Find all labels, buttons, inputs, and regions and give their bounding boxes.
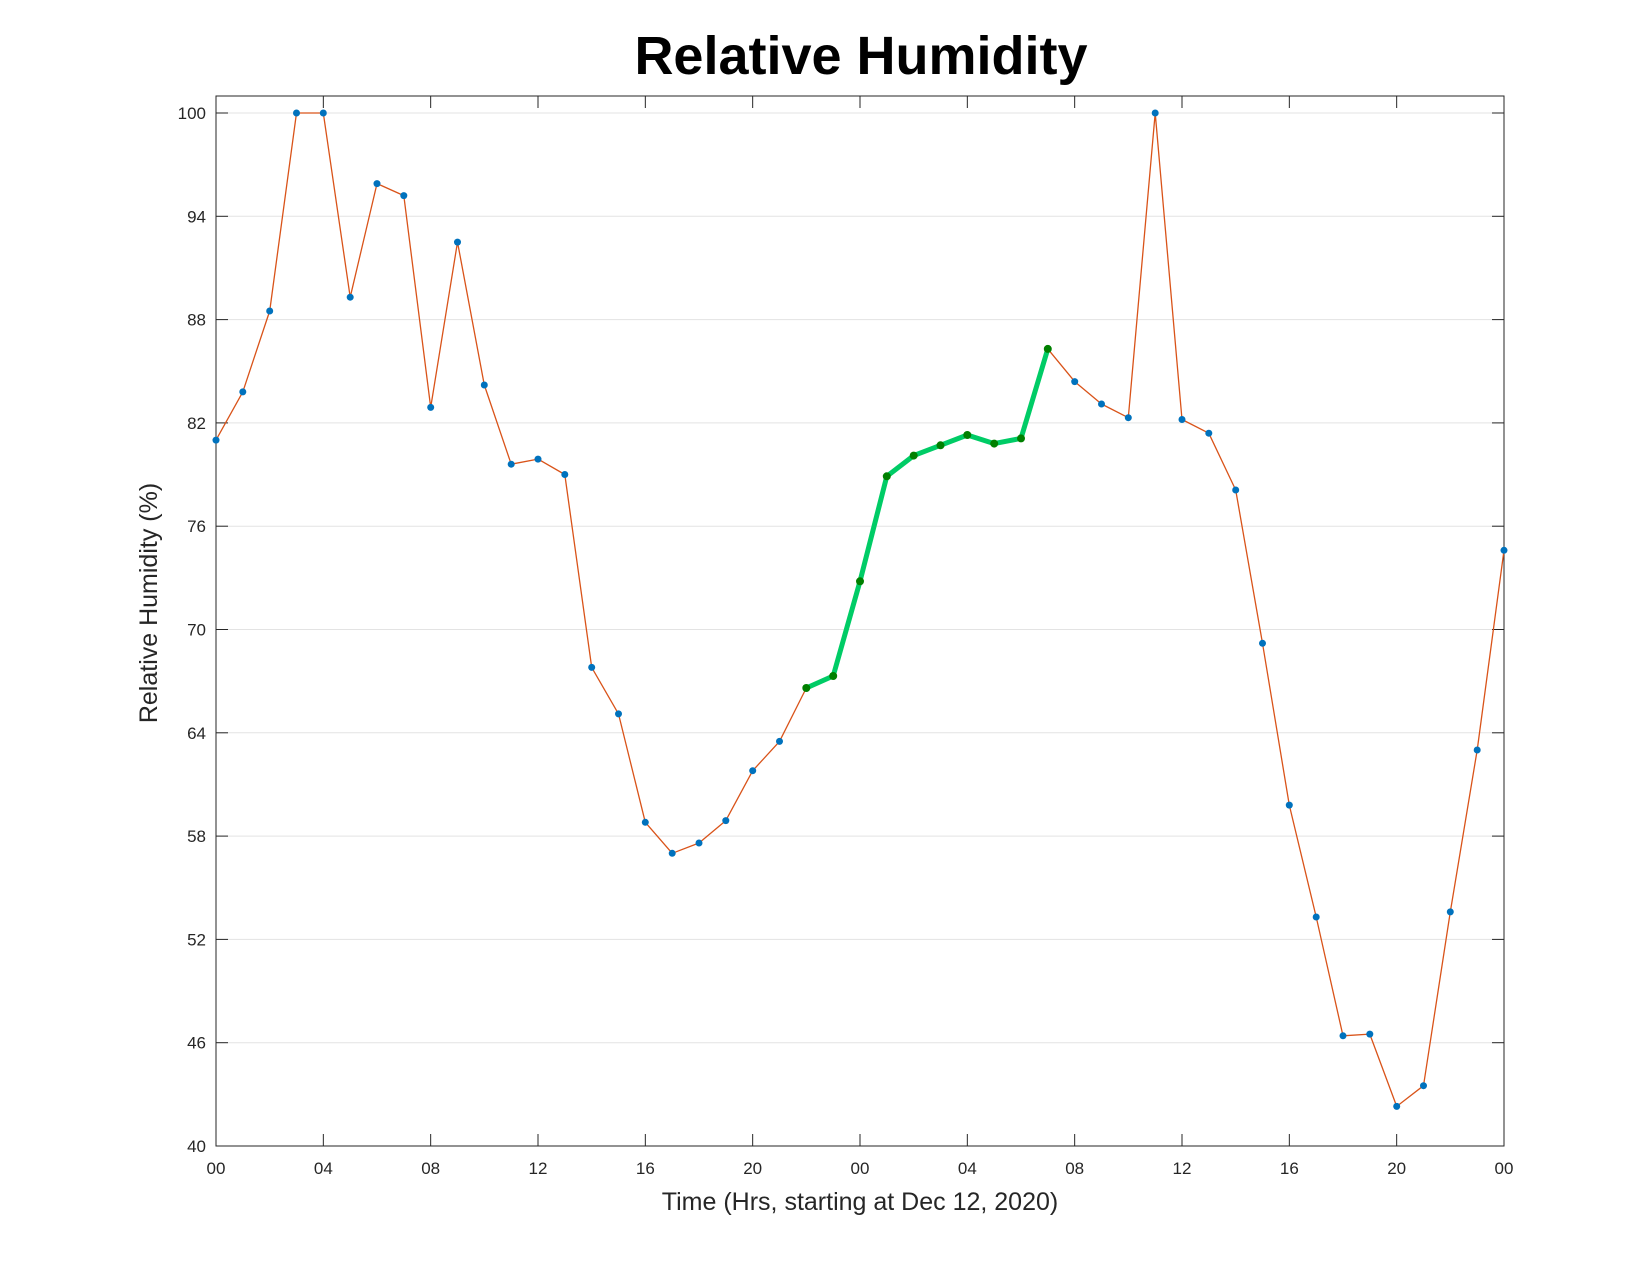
y-tick-label: 88 bbox=[187, 311, 206, 330]
data-point bbox=[776, 737, 783, 745]
x-tick-label: 20 bbox=[743, 1159, 762, 1178]
data-point bbox=[507, 460, 515, 468]
data-point bbox=[1178, 416, 1186, 423]
x-axis-label: Time (Hrs, starting at Dec 12, 2020) bbox=[662, 1188, 1058, 1216]
x-tick-label: 08 bbox=[1065, 1159, 1084, 1178]
data-point bbox=[1312, 913, 1320, 921]
y-axis-label: Relative Humidity (%) bbox=[135, 483, 163, 723]
y-tick-label: 94 bbox=[187, 207, 206, 226]
y-tick-label: 100 bbox=[178, 104, 206, 123]
highlight-data-point bbox=[936, 441, 945, 450]
highlight-data-point bbox=[829, 672, 838, 680]
axis-ticks: 40 46 52 58 64 70 76 82 88 94 100 00 04 08 12 16 20 00 04 0… bbox=[178, 96, 1514, 1178]
data-point bbox=[400, 192, 408, 200]
data-point bbox=[534, 455, 542, 463]
data-point bbox=[373, 180, 381, 188]
data-point bbox=[319, 109, 327, 117]
highlight-data-point bbox=[882, 472, 891, 481]
x-tick-label: 16 bbox=[636, 1159, 655, 1178]
data-point bbox=[1366, 1030, 1374, 1038]
data-point bbox=[1098, 400, 1105, 408]
y-tick-label: 82 bbox=[187, 414, 206, 433]
highlight-series-line bbox=[803, 346, 1051, 691]
x-tick-label: 12 bbox=[1173, 1159, 1192, 1178]
y-tick-label: 76 bbox=[187, 517, 206, 536]
data-point bbox=[427, 403, 435, 411]
highlight-data-point bbox=[909, 451, 918, 460]
data-point bbox=[1071, 378, 1079, 386]
highlight-data-point bbox=[802, 684, 811, 692]
humidity-series-line bbox=[215, 112, 1505, 1108]
data-point bbox=[1420, 1082, 1427, 1090]
x-tick-label: 20 bbox=[1387, 1159, 1406, 1178]
data-point bbox=[239, 388, 247, 396]
highlight-data-point bbox=[990, 439, 999, 448]
x-tick-label: 00 bbox=[851, 1159, 870, 1178]
data-series bbox=[212, 109, 1508, 1110]
data-point bbox=[454, 238, 461, 246]
data-point bbox=[480, 381, 488, 389]
plot-area bbox=[215, 95, 1505, 1147]
y-tick-label: 58 bbox=[187, 827, 206, 846]
data-point bbox=[346, 293, 354, 301]
data-point bbox=[749, 767, 757, 775]
x-tick-label: 00 bbox=[1495, 1159, 1514, 1178]
highlight-data-point bbox=[1017, 434, 1025, 443]
y-tick-label: 40 bbox=[187, 1137, 206, 1156]
data-point bbox=[695, 839, 703, 847]
data-point bbox=[212, 436, 220, 444]
data-point bbox=[1151, 109, 1159, 117]
data-point bbox=[1259, 639, 1266, 647]
x-tick-label: 16 bbox=[1280, 1159, 1299, 1178]
x-tick-label: 00 bbox=[207, 1159, 226, 1178]
y-tick-label: 64 bbox=[187, 724, 206, 743]
y-tick-label: 52 bbox=[187, 930, 206, 949]
data-point bbox=[615, 710, 622, 718]
data-point bbox=[561, 471, 569, 478]
x-tick-label: 04 bbox=[958, 1159, 977, 1178]
data-point bbox=[1339, 1032, 1347, 1040]
data-point bbox=[588, 663, 596, 671]
highlight-data-point bbox=[856, 577, 864, 586]
data-point bbox=[1285, 801, 1293, 809]
data-point bbox=[1473, 746, 1481, 754]
x-tick-label: 08 bbox=[421, 1159, 440, 1178]
data-point bbox=[722, 817, 730, 825]
data-point bbox=[668, 849, 676, 857]
x-tick-label: 12 bbox=[529, 1159, 548, 1178]
y-tick-label: 70 bbox=[187, 621, 206, 640]
chart-title: Relative Humidity bbox=[634, 26, 1087, 86]
grid-lines bbox=[216, 112, 1504, 1044]
data-point bbox=[1500, 546, 1508, 554]
y-tick-label: 46 bbox=[187, 1034, 206, 1053]
data-point bbox=[1393, 1102, 1401, 1110]
data-point bbox=[641, 818, 649, 826]
data-point bbox=[1446, 908, 1454, 916]
data-point bbox=[266, 307, 274, 315]
data-point bbox=[1124, 414, 1132, 422]
data-point bbox=[293, 109, 300, 117]
highlight-data-point bbox=[1043, 344, 1052, 353]
x-tick-label: 04 bbox=[314, 1159, 333, 1178]
data-point bbox=[1205, 429, 1213, 437]
data-point bbox=[1232, 486, 1240, 494]
highlight-data-point bbox=[963, 431, 972, 439]
